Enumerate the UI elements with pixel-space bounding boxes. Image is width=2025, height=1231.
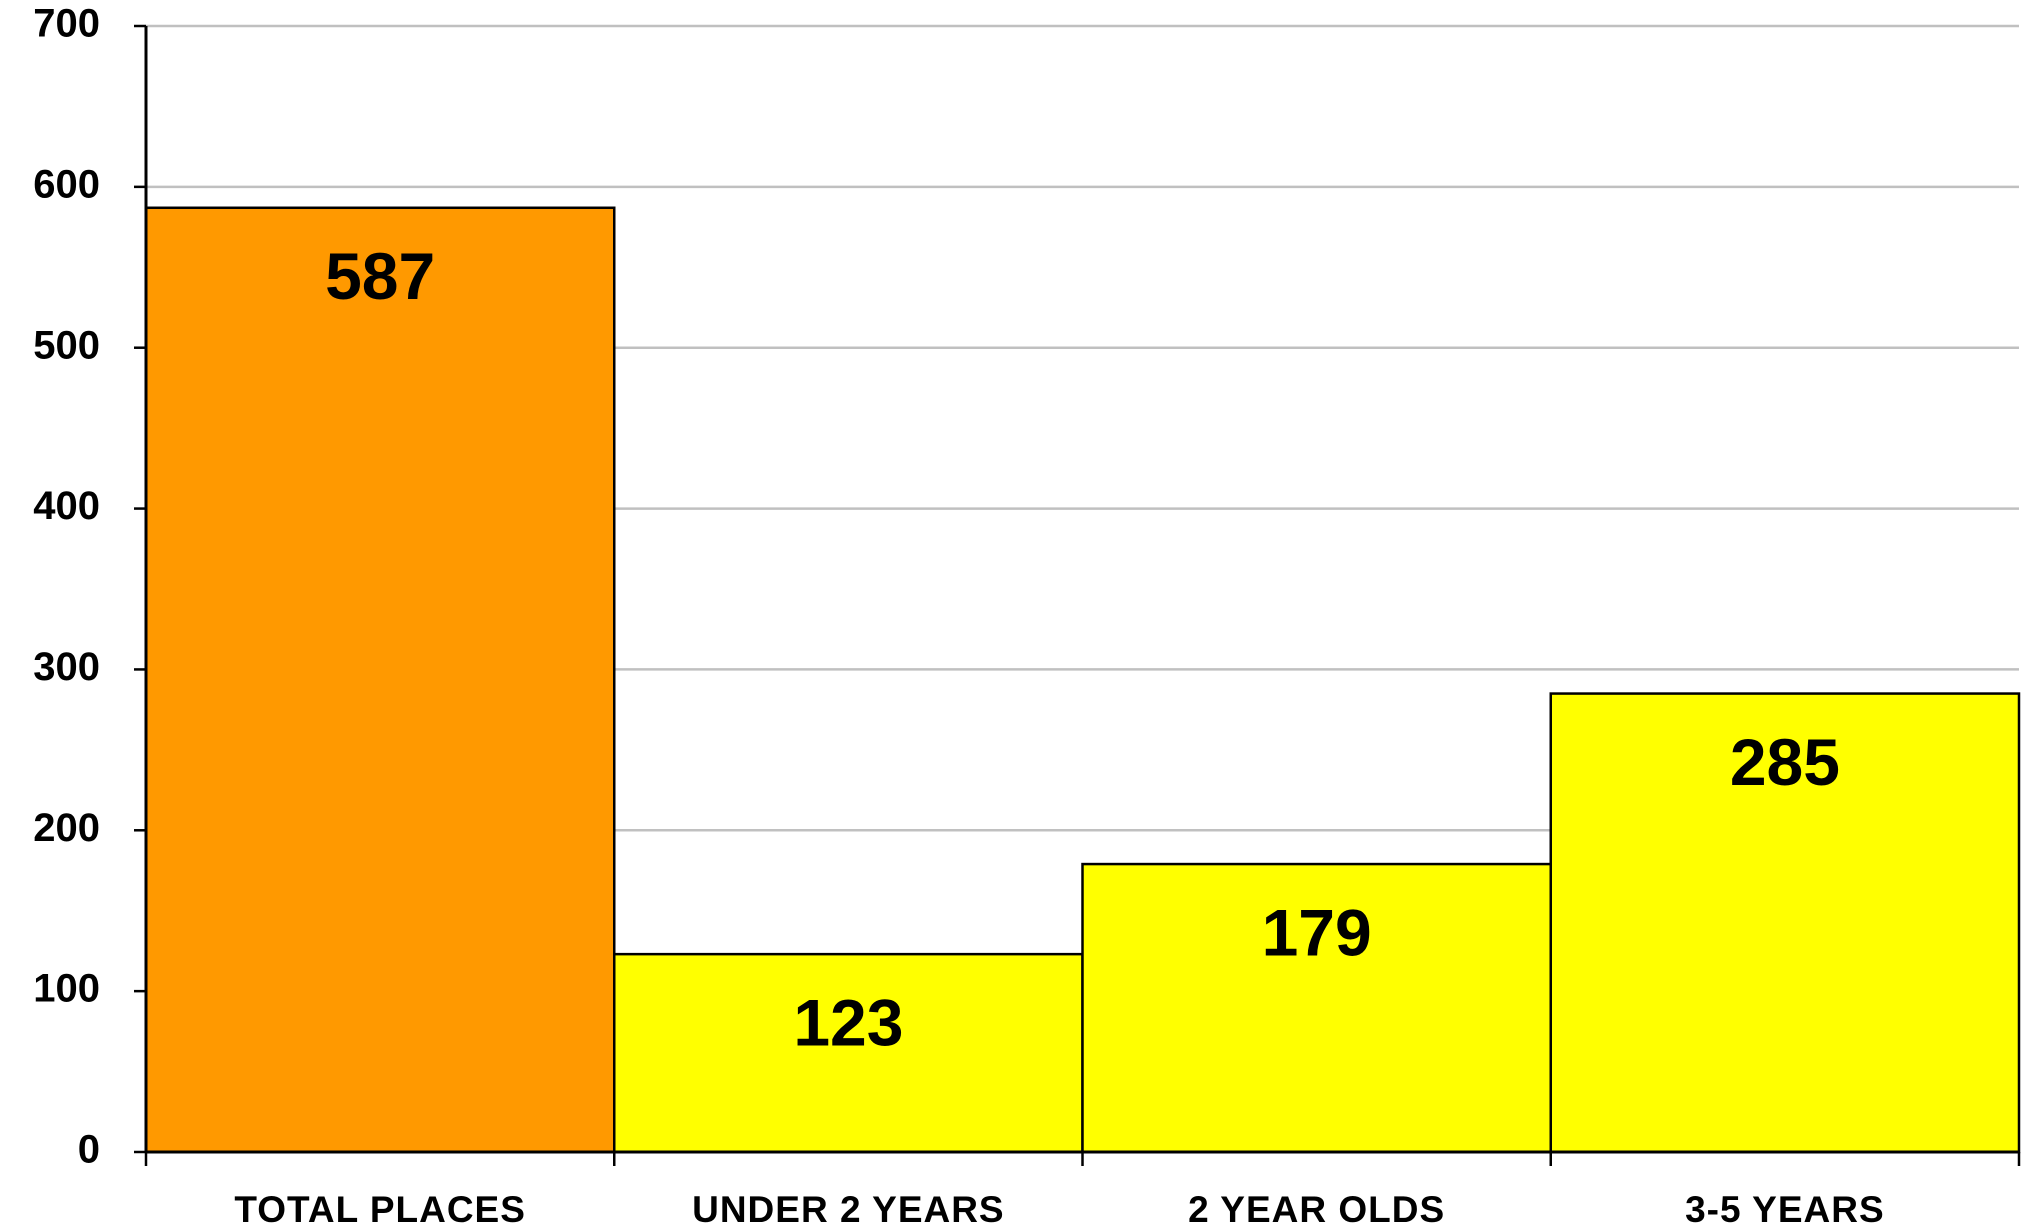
y-tick-label: 300 xyxy=(33,645,100,689)
bar xyxy=(613,952,1084,1154)
x-tick-label: TOTAL PLACES xyxy=(234,1189,526,1230)
y-tick-label: 400 xyxy=(33,484,100,528)
bar xyxy=(1549,692,2021,1154)
x-tick-label: UNDER 2 YEARS xyxy=(692,1189,1005,1230)
value-label: 179 xyxy=(1262,896,1372,970)
y-tick-label: 500 xyxy=(33,323,100,367)
y-tick-label: 100 xyxy=(33,967,100,1011)
value-label: 123 xyxy=(793,986,903,1060)
y-tick-label: 200 xyxy=(33,806,100,850)
y-tick-label: 700 xyxy=(33,2,100,46)
y-tick-label: 600 xyxy=(33,162,100,206)
y-tick-label: 0 xyxy=(78,1128,100,1172)
x-tick-label: 2 YEAR OLDS xyxy=(1188,1189,1445,1230)
x-tick-label: 3-5 YEARS xyxy=(1685,1189,1885,1230)
value-label: 587 xyxy=(325,239,435,313)
value-label: 285 xyxy=(1730,725,1840,799)
bar xyxy=(144,206,616,1154)
